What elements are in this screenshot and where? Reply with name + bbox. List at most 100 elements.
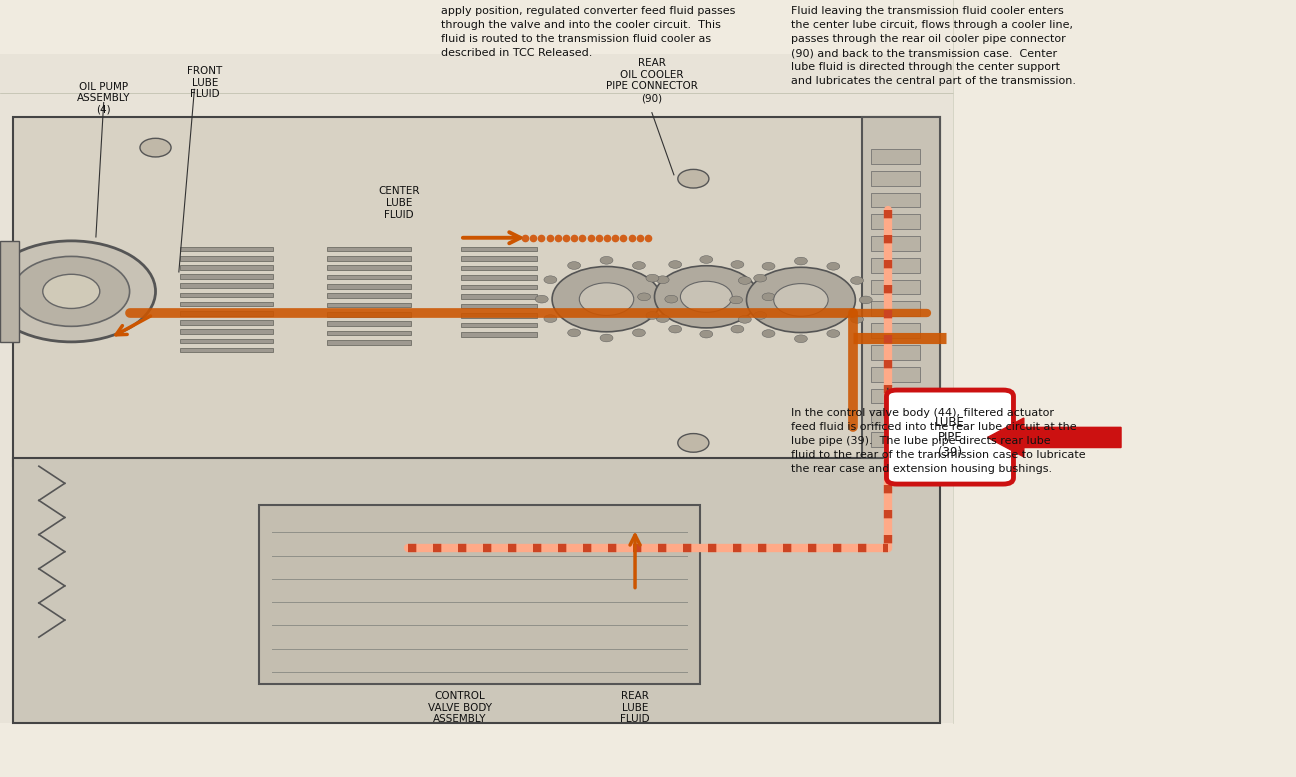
Circle shape: [0, 241, 156, 342]
Bar: [0, 54, 953, 723]
Circle shape: [680, 281, 732, 312]
Circle shape: [13, 256, 130, 326]
Bar: [180, 347, 273, 352]
Circle shape: [568, 262, 581, 270]
Bar: [461, 322, 537, 327]
Circle shape: [600, 334, 613, 342]
Circle shape: [544, 276, 557, 284]
Bar: [461, 333, 537, 337]
Circle shape: [762, 263, 775, 270]
Bar: [327, 284, 411, 288]
Bar: [180, 284, 273, 288]
Bar: [461, 275, 537, 280]
Circle shape: [730, 296, 743, 304]
Bar: [461, 313, 537, 318]
Text: REAR
LUBE
FLUID: REAR LUBE FLUID: [621, 691, 649, 724]
Bar: [327, 330, 411, 335]
Circle shape: [632, 329, 645, 336]
Bar: [180, 301, 273, 306]
Bar: [871, 280, 920, 294]
Circle shape: [645, 312, 658, 319]
Circle shape: [762, 293, 775, 301]
Bar: [180, 265, 273, 270]
Circle shape: [656, 276, 669, 284]
Bar: [871, 193, 920, 207]
Circle shape: [678, 169, 709, 188]
Circle shape: [739, 277, 752, 284]
Circle shape: [552, 267, 661, 332]
Circle shape: [827, 329, 840, 337]
Circle shape: [645, 274, 658, 282]
Circle shape: [700, 330, 713, 338]
Bar: [180, 293, 273, 298]
Circle shape: [850, 315, 863, 323]
Bar: [180, 256, 273, 260]
Circle shape: [600, 256, 613, 264]
Bar: [461, 284, 537, 289]
Text: CONTROL
VALVE BODY
ASSEMBLY: CONTROL VALVE BODY ASSEMBLY: [428, 691, 492, 724]
Circle shape: [632, 262, 645, 270]
Circle shape: [665, 295, 678, 303]
Circle shape: [859, 296, 872, 304]
Bar: [180, 329, 273, 334]
Bar: [327, 340, 411, 344]
Circle shape: [140, 138, 171, 157]
Bar: [871, 367, 920, 382]
Text: CENTER
LUBE
FLUID: CENTER LUBE FLUID: [378, 186, 420, 220]
Circle shape: [43, 274, 100, 308]
Bar: [327, 275, 411, 279]
Circle shape: [669, 326, 682, 333]
Circle shape: [754, 312, 767, 319]
Circle shape: [535, 295, 548, 303]
Circle shape: [762, 329, 775, 337]
Bar: [327, 246, 411, 251]
Bar: [327, 302, 411, 307]
Bar: [461, 304, 537, 308]
Circle shape: [579, 283, 634, 315]
Bar: [180, 311, 273, 315]
Text: REAR
OIL COOLER
PIPE CONNECTOR
(90): REAR OIL COOLER PIPE CONNECTOR (90): [607, 58, 697, 103]
Bar: [871, 323, 920, 338]
Circle shape: [794, 335, 807, 343]
Bar: [0, 241, 19, 342]
Circle shape: [754, 274, 767, 282]
Bar: [871, 345, 920, 360]
Bar: [461, 247, 537, 252]
Bar: [327, 265, 411, 270]
Bar: [871, 236, 920, 251]
Bar: [180, 274, 273, 279]
Bar: [871, 149, 920, 164]
Circle shape: [568, 329, 581, 336]
Bar: [259, 505, 700, 684]
FancyBboxPatch shape: [886, 390, 1013, 484]
Bar: [461, 256, 537, 261]
Circle shape: [794, 257, 807, 265]
Bar: [327, 256, 411, 261]
Text: apply position, regulated converter feed fluid passes
through the valve and into: apply position, regulated converter feed…: [441, 6, 735, 58]
Circle shape: [739, 315, 752, 323]
Bar: [327, 312, 411, 316]
Text: FRONT
LUBE
FLUID: FRONT LUBE FLUID: [187, 66, 223, 99]
Bar: [871, 388, 920, 403]
Bar: [871, 410, 920, 425]
Circle shape: [656, 315, 669, 322]
Circle shape: [746, 267, 855, 333]
Circle shape: [827, 263, 840, 270]
Circle shape: [731, 260, 744, 268]
FancyBboxPatch shape: [13, 117, 940, 466]
Text: Fluid leaving the transmission fluid cooler enters
the center lube circuit, flow: Fluid leaving the transmission fluid coo…: [791, 6, 1076, 86]
Circle shape: [654, 266, 758, 328]
Circle shape: [678, 434, 709, 452]
Text: LUBE
PIPE
(39): LUBE PIPE (39): [934, 416, 966, 459]
Circle shape: [774, 284, 828, 316]
Circle shape: [669, 260, 682, 268]
Bar: [871, 432, 920, 447]
Bar: [461, 266, 537, 270]
FancyBboxPatch shape: [13, 458, 940, 723]
Bar: [180, 246, 273, 251]
Bar: [327, 321, 411, 326]
Circle shape: [700, 256, 713, 263]
Circle shape: [850, 277, 863, 284]
Circle shape: [731, 326, 744, 333]
Circle shape: [638, 293, 651, 301]
